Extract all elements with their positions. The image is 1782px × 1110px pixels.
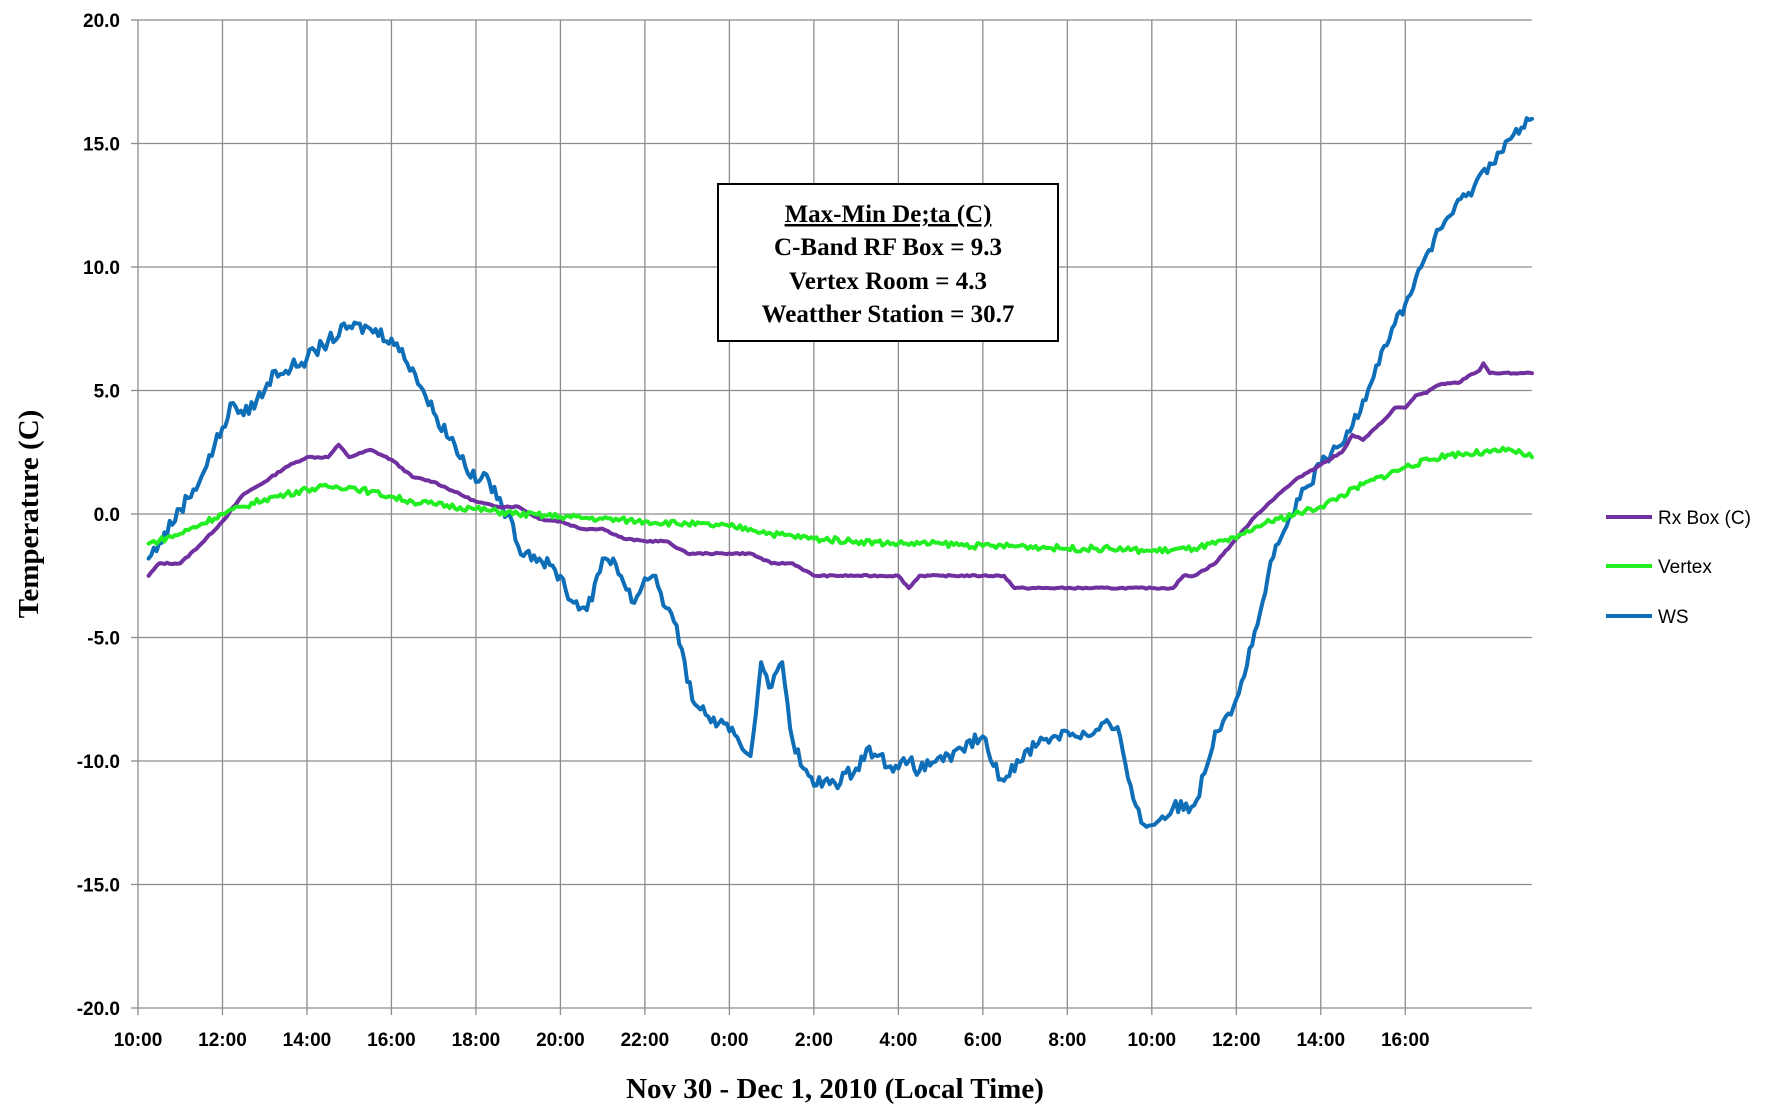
y-axis-ticks: 20.0 15.0 10.0 5.0 0.0 -5.0 -10.0 -15.0 -20.0 bbox=[77, 11, 138, 1020]
y-tick-label: 0.0 bbox=[94, 505, 120, 526]
x-axis-ticks: 10:00 12:00 14:00 16:00 18:00 20:00 22:00 0:00 2… bbox=[114, 1008, 1430, 1051]
y-axis-title: Temperature (C) bbox=[13, 410, 45, 619]
x-tick-label: 14:00 bbox=[283, 1030, 332, 1051]
legend-label: WS bbox=[1658, 607, 1689, 628]
series-line-0 bbox=[146, 361, 1534, 591]
annotation-line-3: Weatther Station = 30.7 bbox=[762, 301, 1015, 328]
legend-label: Vertex bbox=[1658, 557, 1712, 578]
series-lines bbox=[146, 116, 1534, 829]
x-tick-label: 10:00 bbox=[1128, 1030, 1177, 1051]
x-tick-label: 2:00 bbox=[795, 1030, 833, 1051]
x-tick-label: 6:00 bbox=[964, 1030, 1002, 1051]
y-tick-label: 15.0 bbox=[83, 135, 120, 156]
x-tick-label: 22:00 bbox=[621, 1030, 670, 1051]
x-tick-label: 12:00 bbox=[198, 1030, 247, 1051]
y-tick-label: 20.0 bbox=[83, 11, 120, 32]
x-tick-label: 4:00 bbox=[879, 1030, 917, 1051]
y-tick-label: -15.0 bbox=[77, 876, 120, 897]
x-tick-label: 20:00 bbox=[536, 1030, 585, 1051]
legend: Rx Box (C) Vertex WS bbox=[1606, 508, 1751, 628]
x-tick-label: 10:00 bbox=[114, 1030, 163, 1051]
legend-label: Rx Box (C) bbox=[1658, 508, 1751, 529]
y-tick-label: -20.0 bbox=[77, 999, 120, 1020]
annotation-frame bbox=[717, 183, 1059, 342]
y-tick-label: -10.0 bbox=[77, 752, 120, 773]
y-tick-label: 10.0 bbox=[83, 258, 120, 279]
annotation-box: Max-Min De;ta (C) C-Band RF Box = 9.3 Vert… bbox=[717, 183, 1059, 342]
y-tick-label: 5.0 bbox=[94, 382, 120, 403]
x-tick-label: 8:00 bbox=[1048, 1030, 1086, 1051]
annotation-line-1: C-Band RF Box = 9.3 bbox=[774, 234, 1002, 261]
x-tick-label: 14:00 bbox=[1296, 1030, 1345, 1051]
annotation-line-2: Vertex Room = 4.3 bbox=[789, 268, 987, 295]
x-tick-label: 12:00 bbox=[1212, 1030, 1261, 1051]
x-tick-label: 16:00 bbox=[1381, 1030, 1430, 1051]
series-line-2 bbox=[146, 116, 1534, 829]
x-tick-label: 0:00 bbox=[710, 1030, 748, 1051]
grid bbox=[137, 19, 1532, 1009]
annotation-line-0: Max-Min De;ta (C) bbox=[785, 201, 992, 228]
y-tick-label: -5.0 bbox=[87, 629, 120, 650]
x-tick-label: 18:00 bbox=[452, 1030, 501, 1051]
series-line-1 bbox=[146, 445, 1534, 555]
x-tick-label: 16:00 bbox=[367, 1030, 416, 1051]
x-axis-title: Nov 30 - Dec 1, 2010 (Local Time) bbox=[626, 1073, 1044, 1105]
